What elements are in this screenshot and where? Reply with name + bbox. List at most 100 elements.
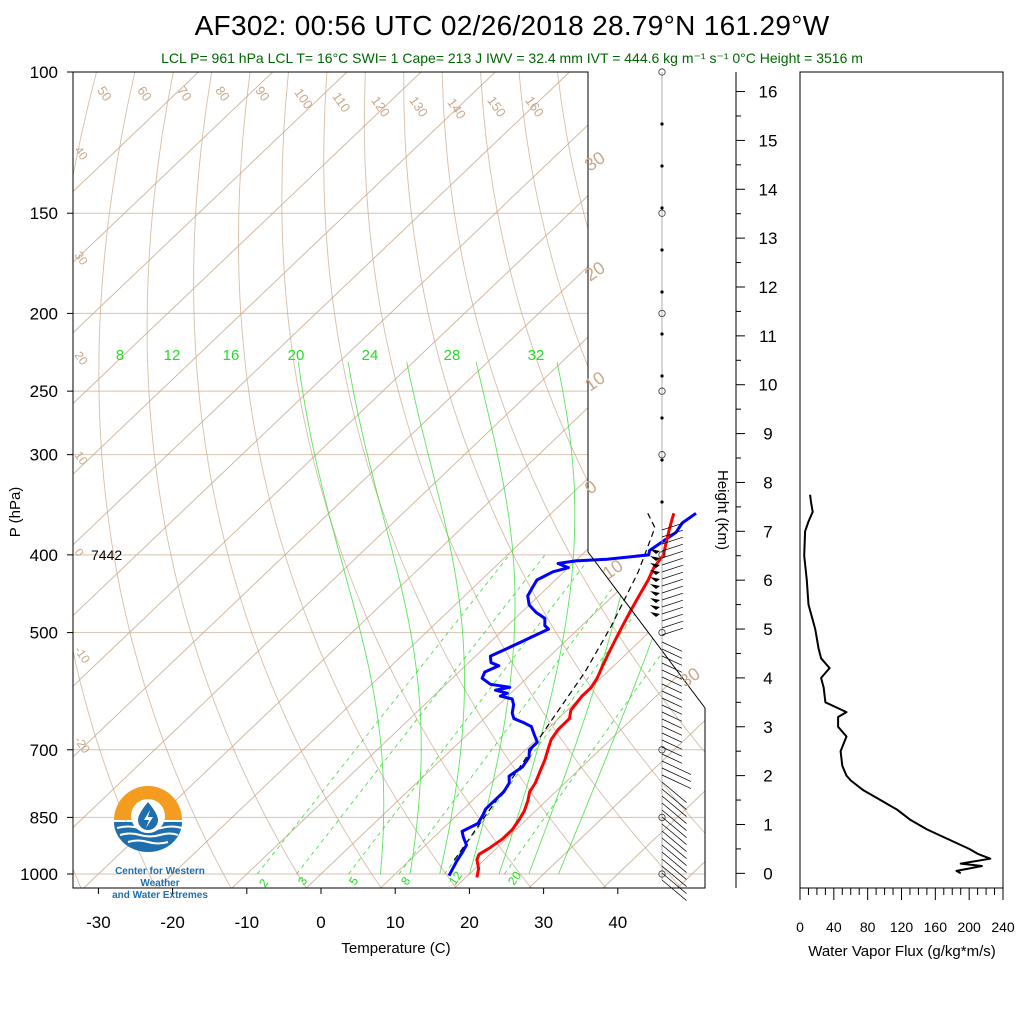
wind-dot — [660, 248, 664, 252]
isotherm — [154, 72, 705, 888]
wind-barb-flag — [650, 584, 660, 589]
height-tick-label: 12 — [759, 278, 778, 297]
calm-circle — [658, 628, 666, 637]
dry-adiabat — [0, 72, 20, 891]
dry-adiabat — [193, 72, 384, 888]
height-tick-label: 13 — [759, 229, 778, 248]
isotherm-label: 130 — [406, 93, 431, 119]
wind-barb — [661, 585, 684, 594]
dry-adiabat — [903, 72, 1024, 891]
wind-barb — [661, 837, 687, 859]
wind-barb — [661, 683, 683, 694]
dry-adiabat — [633, 72, 705, 888]
isotherm — [73, 72, 705, 888]
height-tick-label: 1 — [763, 815, 772, 834]
wind-barb — [661, 606, 684, 615]
isotherm — [73, 72, 496, 888]
isotherm-label: 30 — [72, 249, 91, 268]
dry-adiabat — [865, 72, 1024, 891]
wind-barb — [661, 858, 687, 880]
wind-barb-flag — [650, 556, 660, 561]
wind-barb — [661, 816, 687, 838]
wind-barb — [661, 872, 687, 894]
isotherm-label: 10 — [72, 449, 91, 468]
mixing-ratio-label: 5 — [346, 874, 361, 888]
calm-circle — [658, 551, 666, 559]
isotherm-label: 60 — [134, 83, 155, 103]
isotherm — [302, 72, 705, 888]
dry-adiabat — [98, 72, 234, 888]
wind-barb-flag — [650, 591, 660, 596]
isotherm — [73, 72, 645, 888]
wind-barb — [661, 851, 687, 873]
logo-caption: Center for Western Weather and Water Ext… — [95, 866, 225, 902]
wind-barb-flag — [650, 563, 660, 568]
wind-barb — [661, 704, 683, 715]
calm-circle — [658, 68, 666, 76]
moist-adiabat — [468, 361, 516, 875]
wind-dot — [660, 500, 664, 504]
calm-circle — [658, 746, 666, 754]
wind-barb — [661, 536, 684, 545]
x-tick-label: 0 — [316, 913, 325, 932]
mixing-ratio-label: 8 — [398, 874, 413, 888]
dry-adiabat — [749, 72, 1024, 891]
isotherm-label: 0 — [72, 546, 87, 560]
dry-adiabat — [480, 72, 705, 888]
wind-barb — [661, 592, 684, 601]
isotherm — [73, 72, 199, 888]
wind-barb — [661, 627, 684, 636]
wind-barb — [661, 879, 687, 901]
wind-barb — [661, 865, 687, 887]
dry-adiabat — [826, 72, 1024, 891]
moist-adiabat-label: 8 — [116, 347, 124, 364]
y-tick-label: 200 — [30, 304, 58, 323]
wind-dot — [660, 374, 664, 378]
isotherm-label: 70 — [174, 83, 195, 103]
isotherm — [525, 72, 705, 888]
flux-tick-label: 240 — [991, 919, 1015, 935]
calm-circle — [658, 451, 666, 459]
flux-tick-label: 200 — [957, 919, 981, 935]
y-tick-label: 150 — [30, 204, 58, 223]
isotherm — [73, 72, 705, 888]
dry-adiabat — [323, 72, 610, 888]
logo-caption-line1: Center for Western Weather — [115, 866, 205, 889]
height-tick-label: 0 — [763, 864, 772, 883]
page-title: AF302: 00:56 UTC 02/26/2018 28.79°N 161.… — [194, 10, 830, 41]
x-tick-label: 20 — [460, 913, 479, 932]
mixing-ratio-line — [348, 554, 593, 875]
dry-adiabat — [73, 72, 83, 888]
flux-tick-label: 120 — [890, 919, 914, 935]
y-tick-label: 500 — [30, 624, 58, 643]
dewpoint-line — [447, 512, 697, 877]
y-tick-label: 850 — [30, 808, 58, 827]
wind-barb — [661, 809, 687, 831]
wind-barb — [661, 655, 683, 666]
wind-barb — [661, 788, 687, 810]
wind-barb — [661, 697, 683, 708]
calm-circle — [658, 309, 666, 318]
wind-barb — [661, 767, 692, 782]
mixing-ratio-label: 12 — [446, 868, 465, 887]
wind-barb — [661, 844, 687, 866]
moist-adiabat-label: 16 — [223, 347, 240, 364]
wind-barb-flag — [650, 605, 660, 610]
y-tick-label: 1000 — [20, 865, 58, 884]
wind-barb — [661, 641, 683, 652]
wind-dot — [660, 290, 664, 294]
y-tick-label: 400 — [30, 546, 58, 565]
wind-barb — [661, 564, 684, 573]
flux-tick-label: 0 — [796, 919, 804, 935]
calm-circle — [658, 813, 666, 821]
wind-barb — [661, 620, 684, 629]
wind-barb — [661, 550, 684, 559]
isotherm — [73, 72, 705, 888]
height-tick-label: 8 — [763, 473, 772, 492]
height-tick-label: 16 — [759, 83, 778, 102]
moist-adiabat — [406, 362, 465, 875]
height-tick-label: 7 — [763, 522, 772, 541]
flux-axis-title: Water Vapor Flux (g/kg*m/s) — [808, 943, 996, 960]
y-tick-label: 700 — [30, 741, 58, 760]
